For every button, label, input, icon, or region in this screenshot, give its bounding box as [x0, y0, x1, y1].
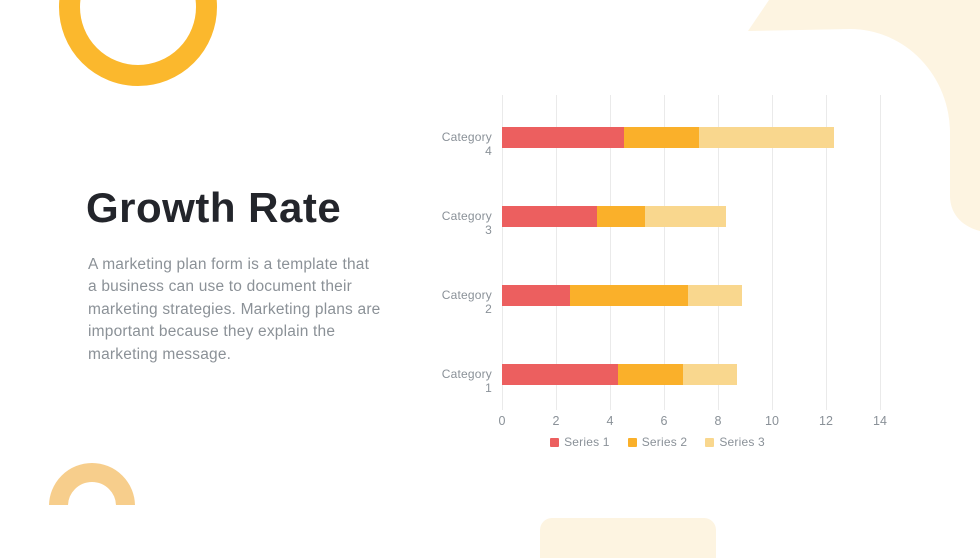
legend-label: Series 2 — [641, 435, 688, 449]
bar-segment-series-2 — [618, 363, 683, 385]
legend-swatch — [550, 437, 560, 447]
legend-item: Series 2 — [627, 435, 688, 449]
legend-label: Series 3 — [719, 435, 765, 449]
bar-segment-series-2 — [569, 284, 689, 306]
x-tick-label: 0 — [498, 414, 506, 428]
gridline — [880, 95, 881, 410]
gridline — [556, 95, 557, 410]
chart-legend: Series 1 Series 2 Series 3 — [435, 435, 880, 449]
growth-chart: Category 4 Category 3 Category 2 Category 1… — [435, 90, 887, 465]
x-tick-label: 12 — [819, 414, 833, 428]
gridline — [772, 95, 773, 410]
slide-body: A marketing plan form is a template that… — [88, 254, 418, 366]
bar-segment-series-2 — [623, 126, 700, 148]
half-ring-decoration — [49, 463, 135, 505]
bar-segment-series-1 — [502, 284, 570, 306]
bar-segment-series-2 — [596, 205, 646, 227]
category-label: Category 3 — [441, 209, 492, 237]
half-ring-shape — [49, 463, 135, 505]
x-tick-label: 14 — [873, 414, 887, 428]
bar-segment-series-3 — [645, 205, 727, 227]
category-label: Category 2 — [441, 288, 492, 316]
legend-item: Series 1 — [550, 435, 610, 449]
gridline — [664, 95, 665, 410]
corner-blob-decoration — [748, 0, 980, 231]
body-line: A marketing plan form is a template that — [88, 256, 370, 273]
bar-segment-series-3 — [699, 126, 835, 148]
x-tick-label: 2 — [552, 414, 560, 428]
x-tick-label: 6 — [660, 414, 668, 428]
body-line: marketing strategies. Marketing plans ar… — [88, 300, 381, 318]
bottom-blob-decoration — [540, 518, 716, 558]
gridline — [610, 95, 611, 410]
page-title: Growth Rate — [86, 184, 342, 231]
ring-decoration — [59, 0, 217, 86]
body-line: marketing message. — [88, 345, 232, 363]
x-tick-label: 10 — [765, 414, 779, 428]
legend-item: Series 3 — [705, 435, 765, 449]
body-line: a business can use to document their — [88, 278, 352, 296]
bar-segment-series-3 — [682, 363, 737, 385]
gridline — [826, 95, 827, 410]
bar-segment-series-1 — [502, 205, 597, 227]
bar-segment-series-1 — [502, 363, 619, 385]
gridline — [718, 95, 719, 410]
body-line: important because they explain the — [88, 323, 336, 341]
legend-label: Series 1 — [564, 435, 610, 449]
x-tick-label: 8 — [714, 414, 722, 428]
bar-segment-series-3 — [688, 284, 743, 306]
legend-swatch — [627, 437, 637, 447]
bar-segment-series-1 — [502, 126, 624, 148]
x-tick-label: 4 — [606, 414, 614, 428]
category-label: Category 4 — [441, 130, 492, 158]
category-label: Category 1 — [441, 367, 492, 395]
gridline — [502, 95, 503, 410]
legend-swatch — [705, 437, 715, 447]
